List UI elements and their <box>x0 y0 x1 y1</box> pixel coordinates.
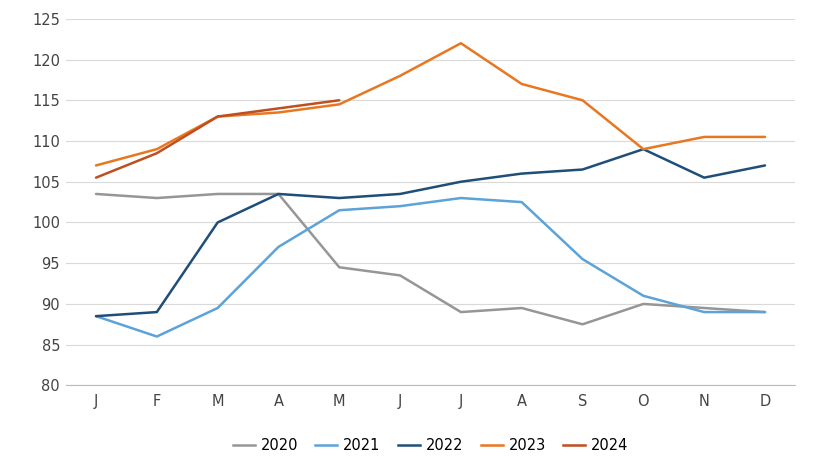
Legend: 2020, 2021, 2022, 2023, 2024: 2020, 2021, 2022, 2023, 2024 <box>227 432 633 459</box>
